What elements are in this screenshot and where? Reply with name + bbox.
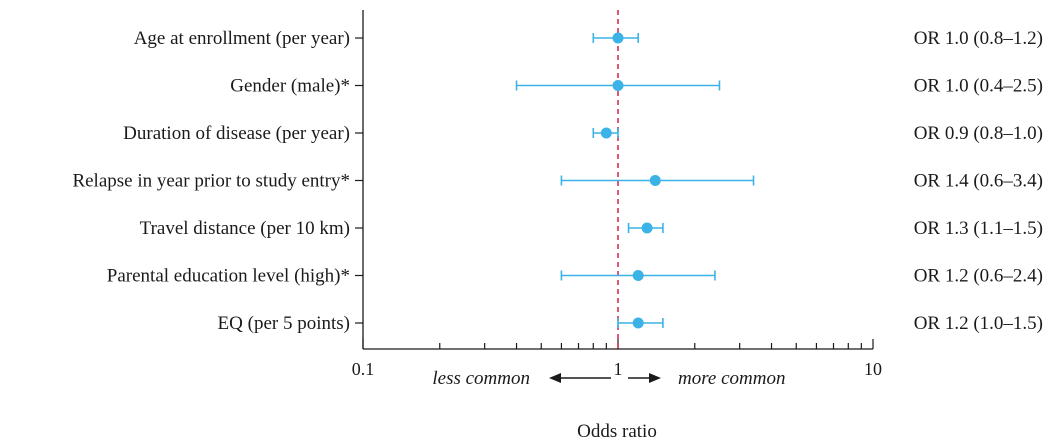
or-point (612, 80, 624, 91)
rows-group: Age at enrollment (per year) OR 1.0 (0.8–… (72, 28, 1043, 334)
arrow-right-icon (628, 373, 661, 383)
x-axis: 0.1 1 10 (352, 10, 882, 379)
row-label: Duration of disease (per year) (123, 123, 350, 144)
row-label: Age at enrollment (per year) (134, 28, 350, 49)
x-axis-title: Odds ratio (577, 421, 657, 442)
or-point (649, 175, 661, 186)
row-label: Travel distance (per 10 km) (140, 218, 350, 239)
x-tick-label: 0.1 (352, 359, 375, 379)
row-label: Gender (male)* (230, 76, 350, 97)
row-label: Parental education level (high)* (107, 266, 350, 287)
or-value-label: OR 1.2 (1.0–1.5) (914, 313, 1043, 334)
direction-label-less: less common (432, 368, 530, 389)
bottom-labels: less common more common Odds ratio (432, 368, 785, 442)
or-point (612, 32, 624, 44)
or-value-label: OR 1.4 (0.6–3.4) (914, 171, 1043, 192)
or-value-label: OR 1.3 (1.1–1.5) (914, 218, 1043, 239)
x-tick-label: 1 (614, 359, 623, 379)
marks-group (515, 10, 755, 349)
direction-label-more: more common (678, 368, 785, 389)
or-point (632, 317, 644, 329)
arrow-left-icon (549, 373, 611, 383)
or-value-label: OR 0.9 (0.8–1.0) (914, 123, 1043, 144)
or-value-label: OR 1.2 (0.6–2.4) (914, 266, 1043, 287)
or-value-label: OR 1.0 (0.4–2.5) (914, 76, 1043, 97)
row-label: EQ (per 5 points) (218, 313, 350, 334)
or-point (600, 127, 612, 139)
row-label: Relapse in year prior to study entry* (72, 171, 350, 192)
x-tick-label: 10 (864, 359, 882, 379)
or-point (632, 270, 644, 281)
or-value-label: OR 1.0 (0.8–1.2) (914, 28, 1043, 49)
or-point (641, 222, 653, 234)
